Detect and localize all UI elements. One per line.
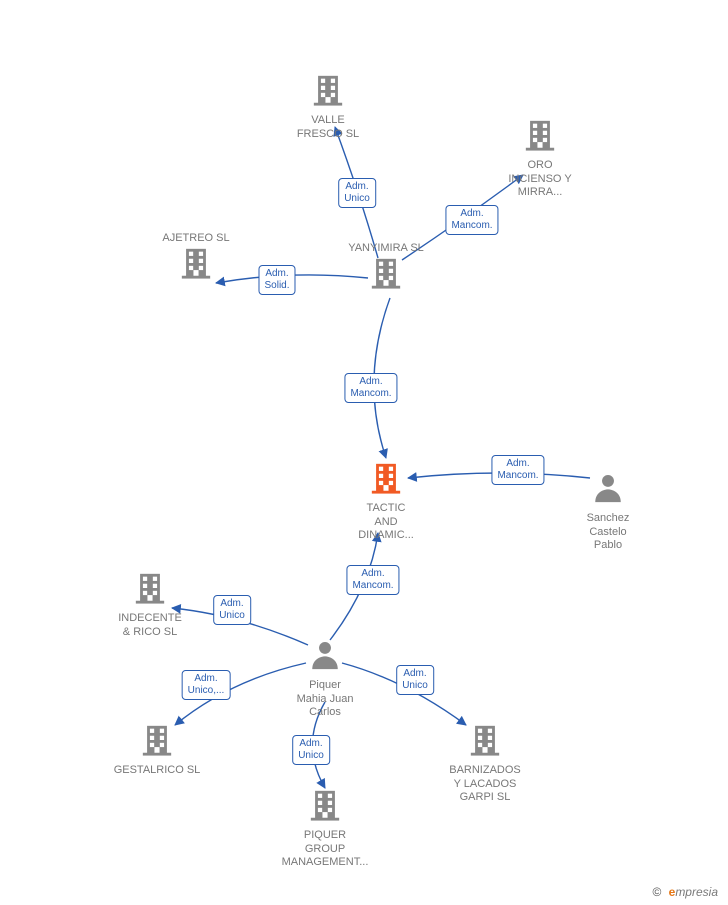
node-indecente[interactable]: INDECENTE& RICO SL xyxy=(95,571,205,639)
node-label: GESTALRICO SL xyxy=(102,764,212,778)
node-label: INDECENTE& RICO SL xyxy=(95,612,205,640)
edge-label-sanchez-tactic: Adm.Mancom. xyxy=(491,455,544,485)
copyright-symbol: © xyxy=(652,885,661,899)
node-ajetreo[interactable]: AJETREO SL xyxy=(141,230,251,285)
edge-label-yanyimira-oro: Adm.Mancom. xyxy=(445,205,498,235)
building-icon xyxy=(369,256,403,290)
building-icon xyxy=(523,118,557,152)
node-valle[interactable]: VALLEFRESCO SL xyxy=(273,73,383,141)
building-icon xyxy=(468,723,502,757)
node-label: OROINCIENSO YMIRRA... xyxy=(485,159,595,200)
node-label: BARNIZADOSY LACADOSGARPI SL xyxy=(430,764,540,805)
brand-rest: mpresia xyxy=(675,885,718,899)
edge-label-piquer-piquergrp: Adm.Unico xyxy=(292,735,330,765)
building-icon xyxy=(308,788,342,822)
node-piquergrp[interactable]: PIQUERGROUPMANAGEMENT... xyxy=(270,788,380,870)
node-label: VALLEFRESCO SL xyxy=(273,114,383,142)
building-icon xyxy=(140,723,174,757)
edge-label-piquer-indecente: Adm.Unico xyxy=(213,595,251,625)
building-icon xyxy=(179,246,213,280)
node-label: TACTICANDDINAMIC... xyxy=(331,502,441,543)
person-icon xyxy=(591,471,625,505)
edge-label-yanyimira-tactic: Adm.Mancom. xyxy=(344,373,397,403)
edge-label-yanyimira-valle: Adm.Unico xyxy=(338,178,376,208)
edge-label-piquer-gestal: Adm.Unico,... xyxy=(182,670,231,700)
node-label: PIQUERGROUPMANAGEMENT... xyxy=(270,829,380,870)
edge-label-piquer-tactic: Adm.Mancom. xyxy=(346,565,399,595)
node-sanchez[interactable]: SanchezCasteloPablo xyxy=(553,471,663,553)
building-icon xyxy=(133,571,167,605)
building-icon xyxy=(311,73,345,107)
node-barniz[interactable]: BARNIZADOSY LACADOSGARPI SL xyxy=(430,723,540,805)
node-label: PiquerMahia JuanCarlos xyxy=(270,679,380,720)
node-label: AJETREO SL xyxy=(141,232,251,246)
node-gestal[interactable]: GESTALRICO SL xyxy=(102,723,212,778)
node-piquer[interactable]: PiquerMahia JuanCarlos xyxy=(270,638,380,720)
person-icon xyxy=(308,638,342,672)
edge-label-yanyimira-ajetreo: Adm.Solid. xyxy=(258,265,295,295)
node-tactic[interactable]: TACTICANDDINAMIC... xyxy=(331,461,441,543)
node-yanyimira[interactable]: YANYIMIRA SL xyxy=(331,240,441,295)
building-icon xyxy=(369,461,403,495)
footer-credit: © empresia xyxy=(652,885,718,899)
node-label: SanchezCasteloPablo xyxy=(553,512,663,553)
node-label: YANYIMIRA SL xyxy=(331,242,441,256)
edge-label-piquer-barniz: Adm.Unico xyxy=(396,665,434,695)
node-oro[interactable]: OROINCIENSO YMIRRA... xyxy=(485,118,595,200)
